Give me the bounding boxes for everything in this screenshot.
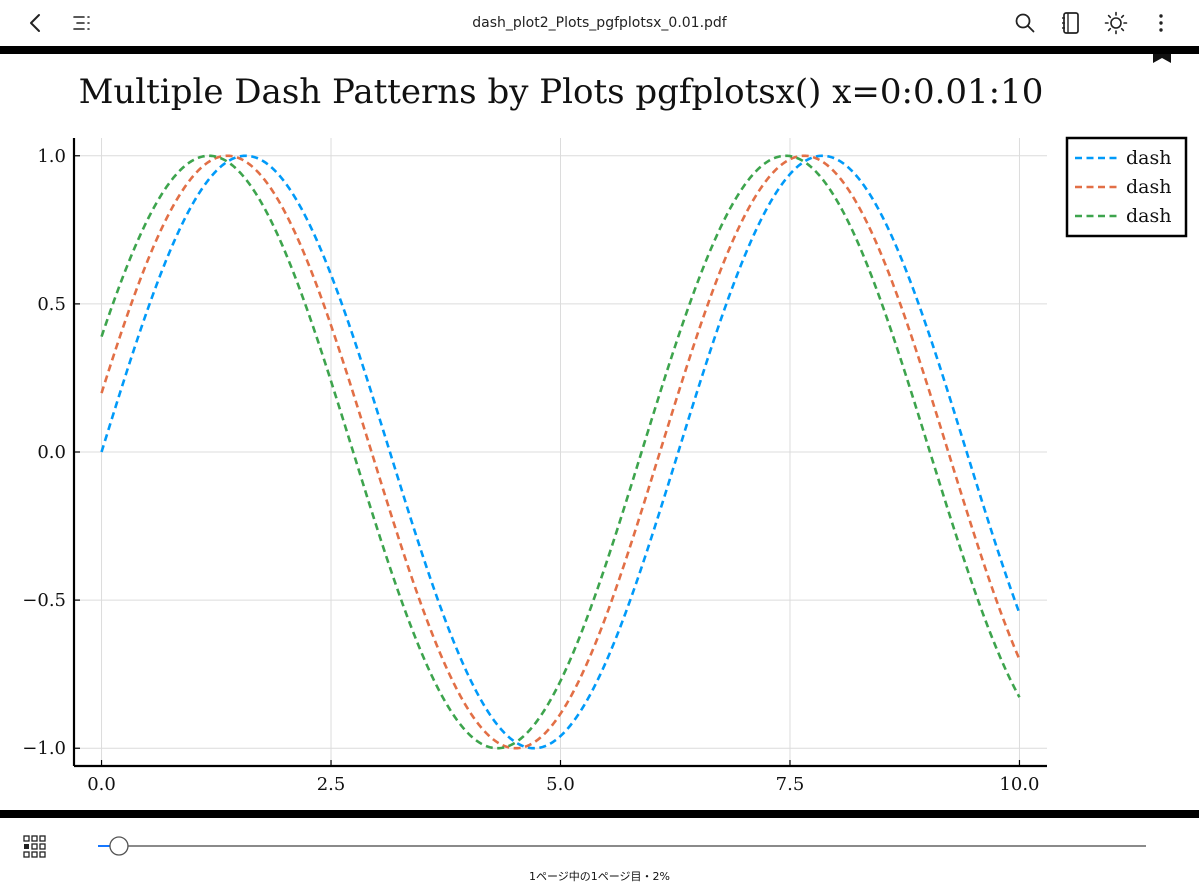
series-line-1	[100, 154, 1021, 750]
back-chevron-icon	[30, 14, 40, 32]
notebook-icon	[1062, 12, 1079, 34]
chart-title: Multiple Dash Patterns by Plots pgfplots…	[79, 72, 1044, 112]
series-line-3	[100, 154, 1021, 750]
plot-series	[100, 154, 1021, 750]
grid-lines	[74, 138, 1047, 766]
slider-knob[interactable]	[109, 836, 129, 856]
thumbnail-grid-icon	[23, 835, 46, 858]
top-divider	[0, 46, 1199, 54]
x-tick-label: 0.0	[87, 774, 116, 795]
notebook-button[interactable]	[1055, 7, 1087, 39]
page-status: 1ページ中の1ページ目・2%	[528, 870, 670, 883]
chart-axes	[72, 138, 1047, 768]
legend-label-2: dash	[1126, 176, 1171, 198]
search-icon	[1015, 13, 1035, 33]
outline-list-icon	[73, 16, 90, 30]
y-tick-label: −1.0	[22, 738, 66, 759]
back-button[interactable]	[20, 7, 52, 39]
x-tick-label: 5.0	[546, 774, 575, 795]
brightness-icon	[1104, 11, 1128, 35]
chart-legend: dash dash dash	[1065, 136, 1188, 238]
legend-label-1: dash	[1126, 147, 1171, 169]
x-tick-label: 10.0	[999, 774, 1039, 795]
bottom-divider	[0, 810, 1199, 818]
x-tick-label: 7.5	[776, 774, 805, 795]
y-tick-label: 1.0	[37, 146, 66, 167]
y-tick-label: 0.0	[37, 442, 66, 463]
bottom-toolbar: 1ページ中の1ページ目・2%	[0, 818, 1199, 883]
pdf-page: 0.0 2.5 5.0 7.5 10.0 −1.0 −0.5 0.0 0.5 1.0 Multip…	[0, 54, 1199, 810]
thumbnails-button[interactable]	[22, 834, 48, 860]
series-line-2	[100, 154, 1021, 750]
brightness-button[interactable]	[1100, 7, 1132, 39]
y-tick-label: −0.5	[22, 590, 66, 611]
line-chart: 0.0 2.5 5.0 7.5 10.0 −1.0 −0.5 0.0 0.5 1.0 Multip…	[22, 72, 1188, 795]
tick-labels: 0.0 2.5 5.0 7.5 10.0 −1.0 −0.5 0.0 0.5 1.0	[22, 146, 1039, 795]
more-button[interactable]	[1145, 7, 1177, 39]
page-slider[interactable]	[96, 836, 1148, 856]
top-toolbar: dash_plot2_Plots_pgfplotsx_0.01.pdf	[0, 0, 1199, 46]
outline-button[interactable]	[66, 7, 98, 39]
legend-label-3: dash	[1126, 205, 1171, 227]
more-vertical-icon	[1159, 14, 1163, 32]
bookmark-icon[interactable]	[1152, 54, 1172, 64]
x-tick-label: 2.5	[317, 774, 346, 795]
search-button[interactable]	[1009, 7, 1041, 39]
y-tick-label: 0.5	[37, 294, 66, 315]
